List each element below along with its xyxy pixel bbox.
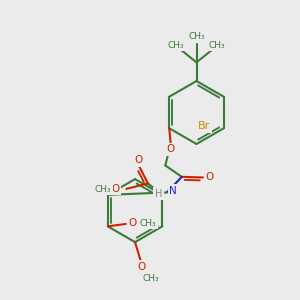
- Text: O: O: [135, 155, 143, 165]
- Text: CH₃: CH₃: [94, 185, 111, 194]
- Text: H: H: [155, 189, 162, 199]
- Text: CH₃: CH₃: [140, 218, 157, 227]
- Text: CH₃: CH₃: [142, 274, 159, 283]
- Text: CH₃: CH₃: [168, 40, 184, 50]
- Text: O: O: [128, 218, 136, 228]
- Text: N: N: [169, 186, 177, 196]
- Text: O: O: [138, 262, 146, 272]
- Text: O: O: [112, 184, 120, 194]
- Text: O: O: [205, 172, 214, 182]
- Text: CH₃: CH₃: [208, 40, 225, 50]
- Text: O: O: [167, 144, 175, 154]
- Text: Br: Br: [198, 121, 210, 131]
- Text: CH₃: CH₃: [188, 32, 205, 41]
